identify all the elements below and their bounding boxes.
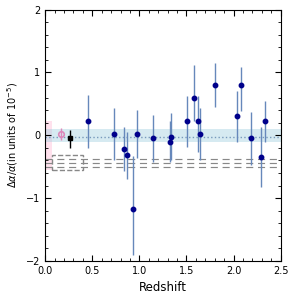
Bar bbox=[45, 122, 52, 170]
Bar bbox=[52, 155, 83, 170]
Y-axis label: $\Delta\alpha/\alpha$(in units of 10$^{-5}$): $\Delta\alpha/\alpha$(in units of 10$^{-… bbox=[6, 82, 20, 188]
X-axis label: Redshift: Redshift bbox=[139, 281, 187, 294]
Bar bbox=[45, 129, 281, 142]
